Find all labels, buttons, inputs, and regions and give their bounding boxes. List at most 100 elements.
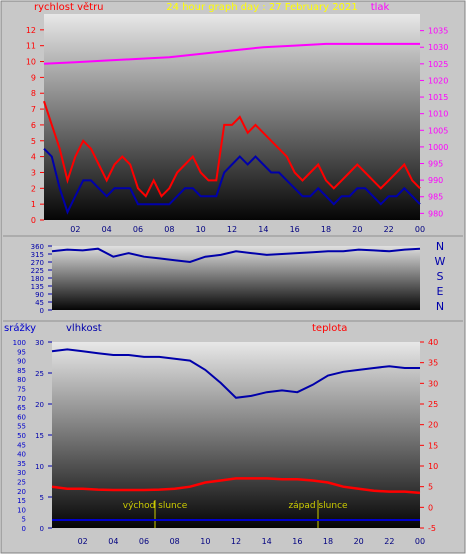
temperature-tick-label: 40: [428, 338, 438, 347]
y-tick-label: 360: [31, 243, 44, 251]
y-tick-label: 45: [35, 299, 44, 307]
humidity-tick-label: 5: [40, 494, 44, 502]
temperature-tick-label: 10: [428, 462, 438, 471]
y2-tick-label: 1020: [428, 76, 448, 85]
x-tick-label: 12: [231, 537, 241, 546]
rain-tick-label: 80: [17, 376, 26, 384]
y2-tick-label: 1025: [428, 60, 448, 69]
graph-title: 24 hour graph day : 27 February 2021: [166, 2, 357, 13]
x-tick-label: 08: [164, 225, 174, 234]
rain-tick-label: 5: [22, 516, 26, 524]
x-tick-label: 10: [200, 537, 210, 546]
y-tick-label: 225: [31, 267, 44, 275]
humidity-tick-label: 15: [35, 432, 44, 440]
humidity-axis-label: vlhkost: [66, 323, 102, 334]
rain-tick-label: 75: [17, 386, 26, 394]
humidity-tick-label: 20: [35, 401, 44, 409]
y-tick-label: 9: [31, 73, 36, 82]
temperature-tick-label: 30: [428, 379, 438, 388]
rain-tick-label: 35: [17, 460, 26, 468]
x-tick-label: 22: [384, 537, 394, 546]
y-tick-label: 1: [31, 200, 36, 209]
y-tick-label: 270: [31, 259, 44, 267]
x-tick-label: 18: [321, 225, 331, 234]
rain-tick-label: 0: [22, 525, 26, 533]
compass-label: S: [437, 270, 444, 283]
x-tick-label: 12: [227, 225, 237, 234]
y-tick-label: 3: [31, 168, 36, 177]
y-tick-label: 12: [26, 26, 36, 35]
rain-tick-label: 60: [17, 413, 26, 421]
y2-tick-label: 1000: [428, 143, 448, 152]
rain-tick-label: 15: [17, 497, 26, 505]
y2-tick-label: 995: [428, 160, 443, 169]
temperature-tick-label: -5: [428, 524, 436, 533]
humidity-tick-label: 10: [35, 463, 44, 471]
rain-tick-label: 85: [17, 367, 26, 375]
y-tick-label: 135: [31, 283, 44, 291]
compass-label: E: [437, 285, 444, 298]
x-tick-label: 04: [102, 225, 112, 234]
y-tick-label: 10: [26, 58, 36, 67]
rain-tick-label: 20: [17, 488, 26, 496]
humidity-tick-label: 25: [35, 370, 44, 378]
rain-tick-label: 90: [17, 358, 26, 366]
temperature-tick-label: 25: [428, 400, 438, 409]
y2-tick-label: 1010: [428, 110, 448, 119]
pressure-line: [43, 42, 420, 65]
wind-axis-label: rychlost větru: [34, 1, 104, 13]
x-tick-label: 16: [292, 537, 302, 546]
direction-line: [51, 247, 421, 264]
x-tick-label: 00: [415, 225, 425, 234]
y2-tick-label: 990: [428, 176, 443, 185]
wind-average-line: [43, 147, 421, 215]
rain-tick-label: 50: [17, 432, 26, 440]
humidity-temperature-plot-area: [52, 342, 420, 528]
x-tick-label: 06: [133, 225, 143, 234]
compass-label: N: [436, 240, 444, 253]
rain-tick-label: 40: [17, 451, 26, 459]
y-tick-label: 0: [40, 307, 44, 315]
rain-tick-label: 30: [17, 469, 26, 477]
x-tick-label: 10: [196, 225, 206, 234]
x-tick-label: 08: [170, 537, 180, 546]
y2-tick-label: 1030: [428, 43, 448, 52]
x-tick-label: 02: [70, 225, 80, 234]
y-tick-label: 6: [31, 121, 36, 130]
direction-plot-area: [52, 246, 420, 310]
wind-speed-line: [43, 100, 421, 198]
x-tick-label: 20: [352, 225, 362, 234]
rain-tick-label: 25: [17, 479, 26, 487]
y2-tick-label: 980: [428, 209, 443, 218]
x-tick-label: 00: [415, 537, 425, 546]
temperature-tick-label: 5: [428, 483, 433, 492]
x-tick-label: 02: [78, 537, 88, 546]
temperature-tick-label: 0: [428, 503, 433, 512]
rain-tick-label: 10: [17, 506, 26, 514]
x-tick-label: 18: [323, 537, 333, 546]
rain-tick-label: 45: [17, 441, 26, 449]
y-tick-label: 4: [31, 153, 36, 162]
y-tick-label: 2: [31, 184, 36, 193]
pressure-axis-label: tlak: [371, 2, 390, 13]
y2-tick-label: 1015: [428, 93, 448, 102]
y-tick-label: 8: [31, 89, 36, 98]
x-tick-label: 22: [384, 225, 394, 234]
rain-tick-label: 55: [17, 423, 26, 431]
humidity-tick-label: 30: [35, 339, 44, 347]
rain-tick-label: 65: [17, 404, 26, 412]
temperature-line: [51, 477, 421, 495]
y2-tick-label: 985: [428, 193, 443, 202]
humidity-tick-label: 0: [40, 525, 44, 533]
rain-tick-label: 70: [17, 395, 26, 403]
x-tick-label: 04: [108, 537, 118, 546]
x-tick-label: 14: [258, 225, 268, 234]
rain-tick-label: 100: [13, 339, 26, 347]
temperature-tick-label: 15: [428, 441, 438, 450]
rain-tick-label: 95: [17, 348, 26, 356]
y-tick-label: 180: [31, 275, 44, 283]
temperature-tick-label: 20: [428, 421, 438, 430]
y-tick-label: 90: [35, 291, 44, 299]
x-tick-label: 16: [290, 225, 300, 234]
